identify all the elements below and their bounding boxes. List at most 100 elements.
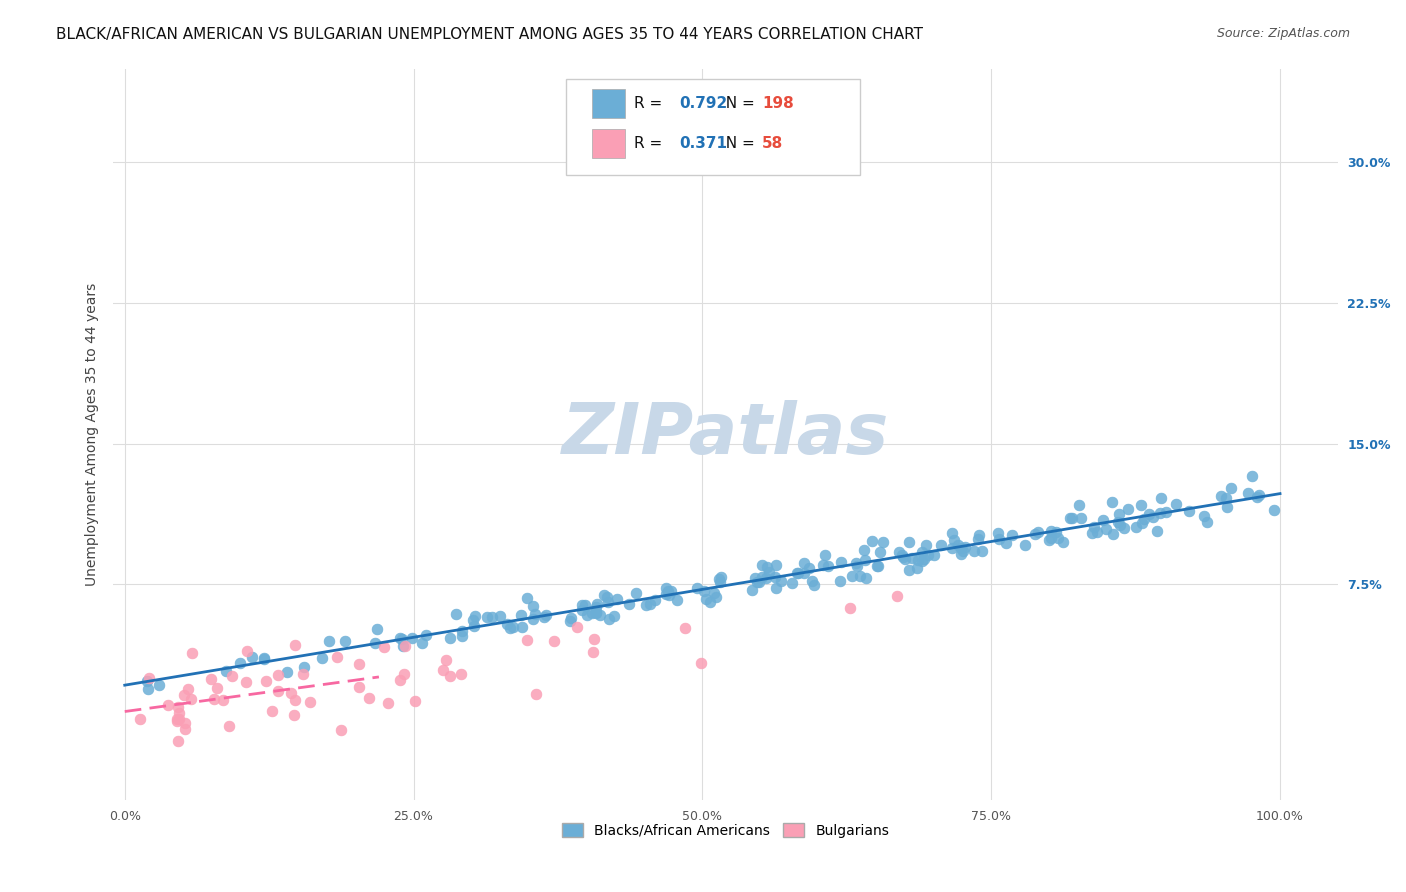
Blacks/African Americans xyxy=(229,656,252,670)
Blacks/African Americans xyxy=(636,598,658,612)
Bulgarians xyxy=(156,698,179,712)
Blacks/African Americans xyxy=(391,632,413,647)
Blacks/African Americans xyxy=(941,541,963,555)
Bulgarians xyxy=(221,669,243,683)
Blacks/African Americans xyxy=(318,634,340,648)
Blacks/African Americans xyxy=(1146,524,1168,539)
Blacks/African Americans xyxy=(860,533,883,548)
Blacks/African Americans xyxy=(801,574,824,589)
Blacks/African Americans xyxy=(655,587,678,601)
Blacks/African Americans xyxy=(1045,525,1067,540)
Blacks/African Americans xyxy=(522,612,544,626)
Blacks/African Americans xyxy=(1154,505,1177,519)
Blacks/African Americans xyxy=(401,631,423,645)
Bulgarians xyxy=(565,620,588,634)
Text: 0.371: 0.371 xyxy=(679,136,727,152)
Blacks/African Americans xyxy=(849,569,872,583)
Blacks/African Americans xyxy=(1102,527,1125,541)
Blacks/African Americans xyxy=(970,544,993,558)
Blacks/African Americans xyxy=(845,556,868,570)
Blacks/African Americans xyxy=(1130,516,1153,530)
Blacks/African Americans xyxy=(1083,520,1105,534)
Blacks/African Americans xyxy=(1059,511,1081,525)
Bulgarians xyxy=(330,723,353,737)
Bulgarians xyxy=(166,714,188,729)
Blacks/African Americans xyxy=(946,538,969,552)
Blacks/African Americans xyxy=(845,558,868,573)
Blacks/African Americans xyxy=(817,558,839,573)
Blacks/African Americans xyxy=(942,533,965,548)
Blacks/African Americans xyxy=(898,563,921,577)
Bulgarians xyxy=(404,694,426,708)
Blacks/African Americans xyxy=(910,545,932,559)
Blacks/African Americans xyxy=(1192,508,1215,523)
Blacks/African Americans xyxy=(510,608,533,623)
Blacks/African Americans xyxy=(813,558,835,573)
Bulgarians xyxy=(280,686,302,700)
Blacks/African Americans xyxy=(388,631,411,645)
Blacks/African Americans xyxy=(1014,538,1036,552)
Blacks/African Americans xyxy=(1133,512,1156,526)
Blacks/African Americans xyxy=(793,557,815,571)
Blacks/African Americans xyxy=(585,605,607,619)
Legend: Blacks/African Americans, Bulgarians: Blacks/African Americans, Bulgarians xyxy=(555,816,896,845)
Blacks/African Americans xyxy=(855,571,877,585)
Blacks/African Americans xyxy=(814,548,837,562)
Blacks/African Americans xyxy=(571,603,593,617)
Blacks/African Americans xyxy=(364,636,387,650)
Blacks/African Americans xyxy=(755,571,778,585)
Blacks/African Americans xyxy=(481,609,503,624)
Blacks/African Americans xyxy=(907,553,929,567)
Bulgarians xyxy=(169,706,191,721)
Text: N =: N = xyxy=(716,96,759,112)
Blacks/African Americans xyxy=(1142,510,1164,524)
Bulgarians xyxy=(347,657,370,671)
Blacks/African Americans xyxy=(898,534,921,549)
Text: 0.792: 0.792 xyxy=(679,96,727,112)
Blacks/African Americans xyxy=(1263,503,1285,517)
Blacks/African Americans xyxy=(793,566,815,580)
Bulgarians xyxy=(254,673,277,688)
Blacks/African Americans xyxy=(657,583,679,598)
Blacks/African Americans xyxy=(914,538,936,552)
Blacks/African Americans xyxy=(758,566,780,580)
Blacks/African Americans xyxy=(1211,489,1233,503)
Blacks/African Americans xyxy=(1108,507,1130,521)
Blacks/African Americans xyxy=(292,659,315,673)
Blacks/African Americans xyxy=(1220,482,1243,496)
Blacks/African Americans xyxy=(658,588,681,602)
Blacks/African Americans xyxy=(510,620,533,634)
Bulgarians xyxy=(212,693,235,707)
Blacks/African Americans xyxy=(765,581,787,595)
Blacks/African Americans xyxy=(534,608,557,623)
Blacks/African Americans xyxy=(1085,524,1108,539)
Blacks/African Americans xyxy=(665,593,688,607)
Blacks/African Americans xyxy=(1129,498,1152,512)
Blacks/African Americans xyxy=(1067,498,1090,512)
Blacks/African Americans xyxy=(1197,515,1219,529)
Blacks/African Americans xyxy=(1046,531,1069,545)
Bulgarians xyxy=(326,650,349,665)
Blacks/African Americans xyxy=(887,545,910,559)
Text: R =: R = xyxy=(634,136,666,152)
Blacks/African Americans xyxy=(516,591,538,605)
Bulgarians xyxy=(434,653,457,667)
Blacks/African Americans xyxy=(950,541,973,556)
Bulgarians xyxy=(394,639,416,653)
Blacks/African Americans xyxy=(988,532,1011,546)
Blacks/African Americans xyxy=(953,540,976,554)
Y-axis label: Unemployment Among Ages 35 to 44 years: Unemployment Among Ages 35 to 44 years xyxy=(86,283,100,586)
Blacks/African Americans xyxy=(1241,468,1264,483)
Bulgarians xyxy=(167,712,190,726)
Blacks/African Americans xyxy=(1080,525,1102,540)
Blacks/African Americans xyxy=(994,536,1017,550)
Blacks/African Americans xyxy=(917,549,939,563)
Blacks/African Americans xyxy=(1237,486,1260,500)
Bulgarians xyxy=(167,734,190,748)
Blacks/African Americans xyxy=(905,561,928,575)
Blacks/African Americans xyxy=(392,639,415,653)
Blacks/African Americans xyxy=(581,607,603,621)
Blacks/African Americans xyxy=(585,600,607,615)
Blacks/African Americans xyxy=(787,566,810,581)
Blacks/African Americans xyxy=(1112,521,1135,535)
